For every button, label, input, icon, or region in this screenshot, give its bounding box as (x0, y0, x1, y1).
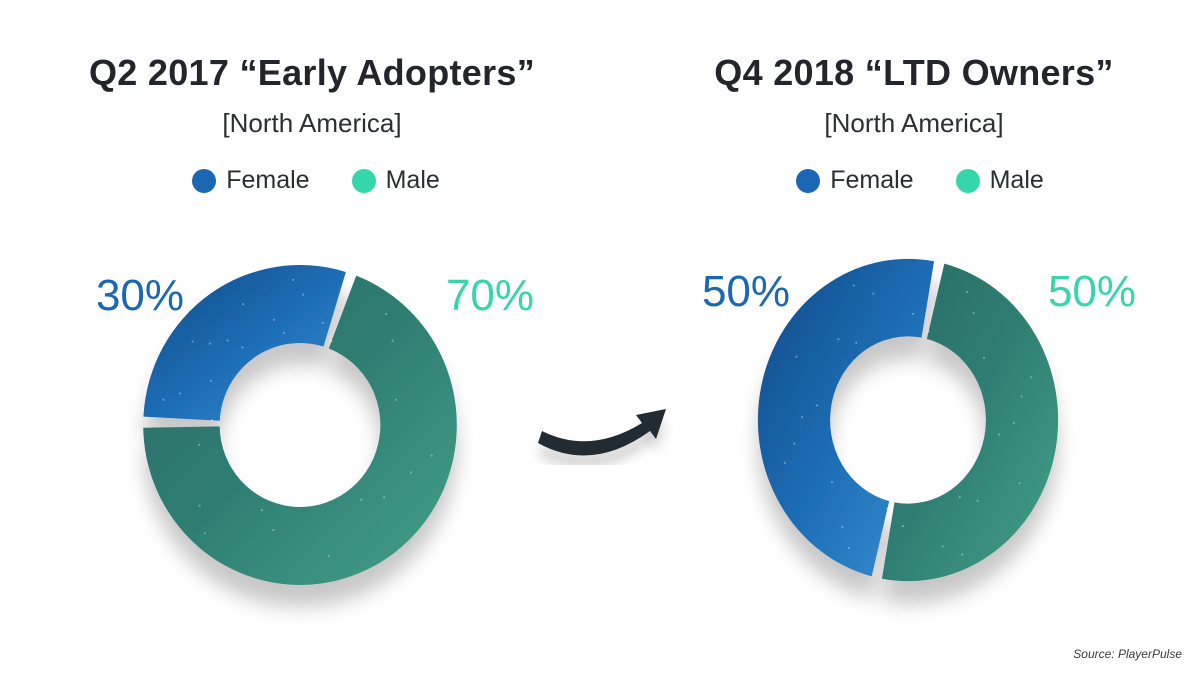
star-speckle (385, 312, 388, 316)
star-speckle (965, 290, 969, 294)
chart-title: Q2 2017 “Early Adopters” (88, 52, 536, 93)
star-speckle (795, 355, 798, 358)
star-speckle (211, 419, 214, 422)
star-speckle (391, 339, 394, 342)
star-speckle (226, 339, 229, 342)
star-speckle (330, 340, 333, 343)
legend-item-male: Male (955, 166, 1044, 195)
star-speckle (793, 442, 796, 445)
legend-item-male: Male (351, 166, 440, 195)
legend-label-male: Male (385, 166, 440, 194)
star-speckle (209, 379, 212, 383)
star-speckle (383, 496, 386, 499)
legend-item-female: Female (796, 166, 914, 195)
chart-panel-early-adopters: Q2 2017 “Early Adopters” [North America]… (89, 52, 535, 585)
star-speckle (208, 342, 211, 345)
star-speckle (837, 338, 840, 341)
chart-subtitle: [North America] (222, 108, 402, 138)
donut-slice-male (881, 263, 1059, 582)
star-speckle (430, 454, 433, 457)
star-speckle (801, 416, 804, 419)
star-speckle (815, 404, 819, 407)
legend-swatch-male (351, 168, 376, 193)
star-speckle (783, 461, 786, 464)
star-speckle (941, 545, 944, 548)
star-speckle (394, 398, 397, 401)
star-speckle (409, 471, 413, 474)
star-speckle (241, 346, 244, 349)
legend-label-female: Female (226, 166, 310, 194)
legend-swatch-female (796, 168, 821, 193)
star-speckle (976, 499, 979, 502)
star-speckle (272, 528, 275, 532)
star-speckle (198, 504, 201, 507)
donut-slice-male (143, 275, 457, 585)
percent-label-female: 50% (702, 267, 790, 316)
star-speckle (282, 331, 286, 334)
star-speckle (972, 311, 975, 315)
source-note: Source: PlayerPulse (1073, 647, 1182, 661)
star-speckle (1030, 376, 1033, 379)
star-speckle (1012, 421, 1015, 424)
legend-label-female: Female (830, 166, 914, 194)
legend-item-female: Female (192, 166, 310, 195)
chart-panel-ltd-owners: Q4 2018 “LTD Owners” [North America] Fem… (600, 0, 1200, 675)
star-speckle (302, 293, 305, 296)
percent-label-male: 50% (1048, 267, 1136, 316)
star-speckle (982, 356, 986, 360)
legend-swatch-male (955, 168, 980, 193)
donut-ring (143, 265, 457, 585)
star-speckle (242, 303, 245, 306)
legend: Female Male (620, 166, 1200, 195)
curved-arrow-icon (538, 409, 666, 456)
donut-chart: 30% 70% (96, 265, 534, 585)
chart-title: Q4 2018 “LTD Owners” (714, 52, 1114, 93)
star-speckle (872, 292, 875, 295)
star-speckle (961, 553, 964, 556)
star-speckle (852, 284, 855, 287)
chart-subtitle: [North America] (824, 108, 1004, 138)
legend: Female Male (16, 166, 616, 195)
star-speckle (327, 554, 330, 557)
donut-ring (757, 258, 1059, 582)
star-speckle (841, 525, 844, 529)
donut-slice-female (143, 265, 346, 421)
star-speckle (321, 321, 324, 324)
percent-label-female: 30% (96, 271, 184, 320)
star-speckle (178, 392, 181, 395)
star-speckle (855, 341, 858, 344)
star-speckle (203, 532, 206, 535)
star-speckle (292, 278, 295, 281)
star-speckle (958, 496, 961, 499)
star-speckle (830, 480, 834, 484)
star-speckle (198, 443, 201, 446)
star-speckle (260, 509, 264, 512)
star-speckle (1020, 395, 1023, 398)
star-speckle (847, 546, 851, 550)
legend-label-male: Male (989, 166, 1044, 194)
star-speckle (997, 433, 1001, 436)
star-speckle (191, 340, 194, 343)
star-speckle (162, 398, 165, 401)
star-speckle (927, 330, 930, 333)
donut-chart: 50% 50% (702, 258, 1136, 582)
star-speckle (886, 507, 889, 510)
legend-swatch-female (192, 168, 217, 193)
star-speckle (912, 312, 915, 315)
percent-label-male: 70% (446, 271, 534, 320)
star-speckle (1018, 482, 1021, 485)
star-speckle (901, 525, 904, 528)
donut-slice-female (757, 258, 935, 577)
star-speckle (272, 318, 275, 321)
star-speckle (360, 498, 363, 501)
